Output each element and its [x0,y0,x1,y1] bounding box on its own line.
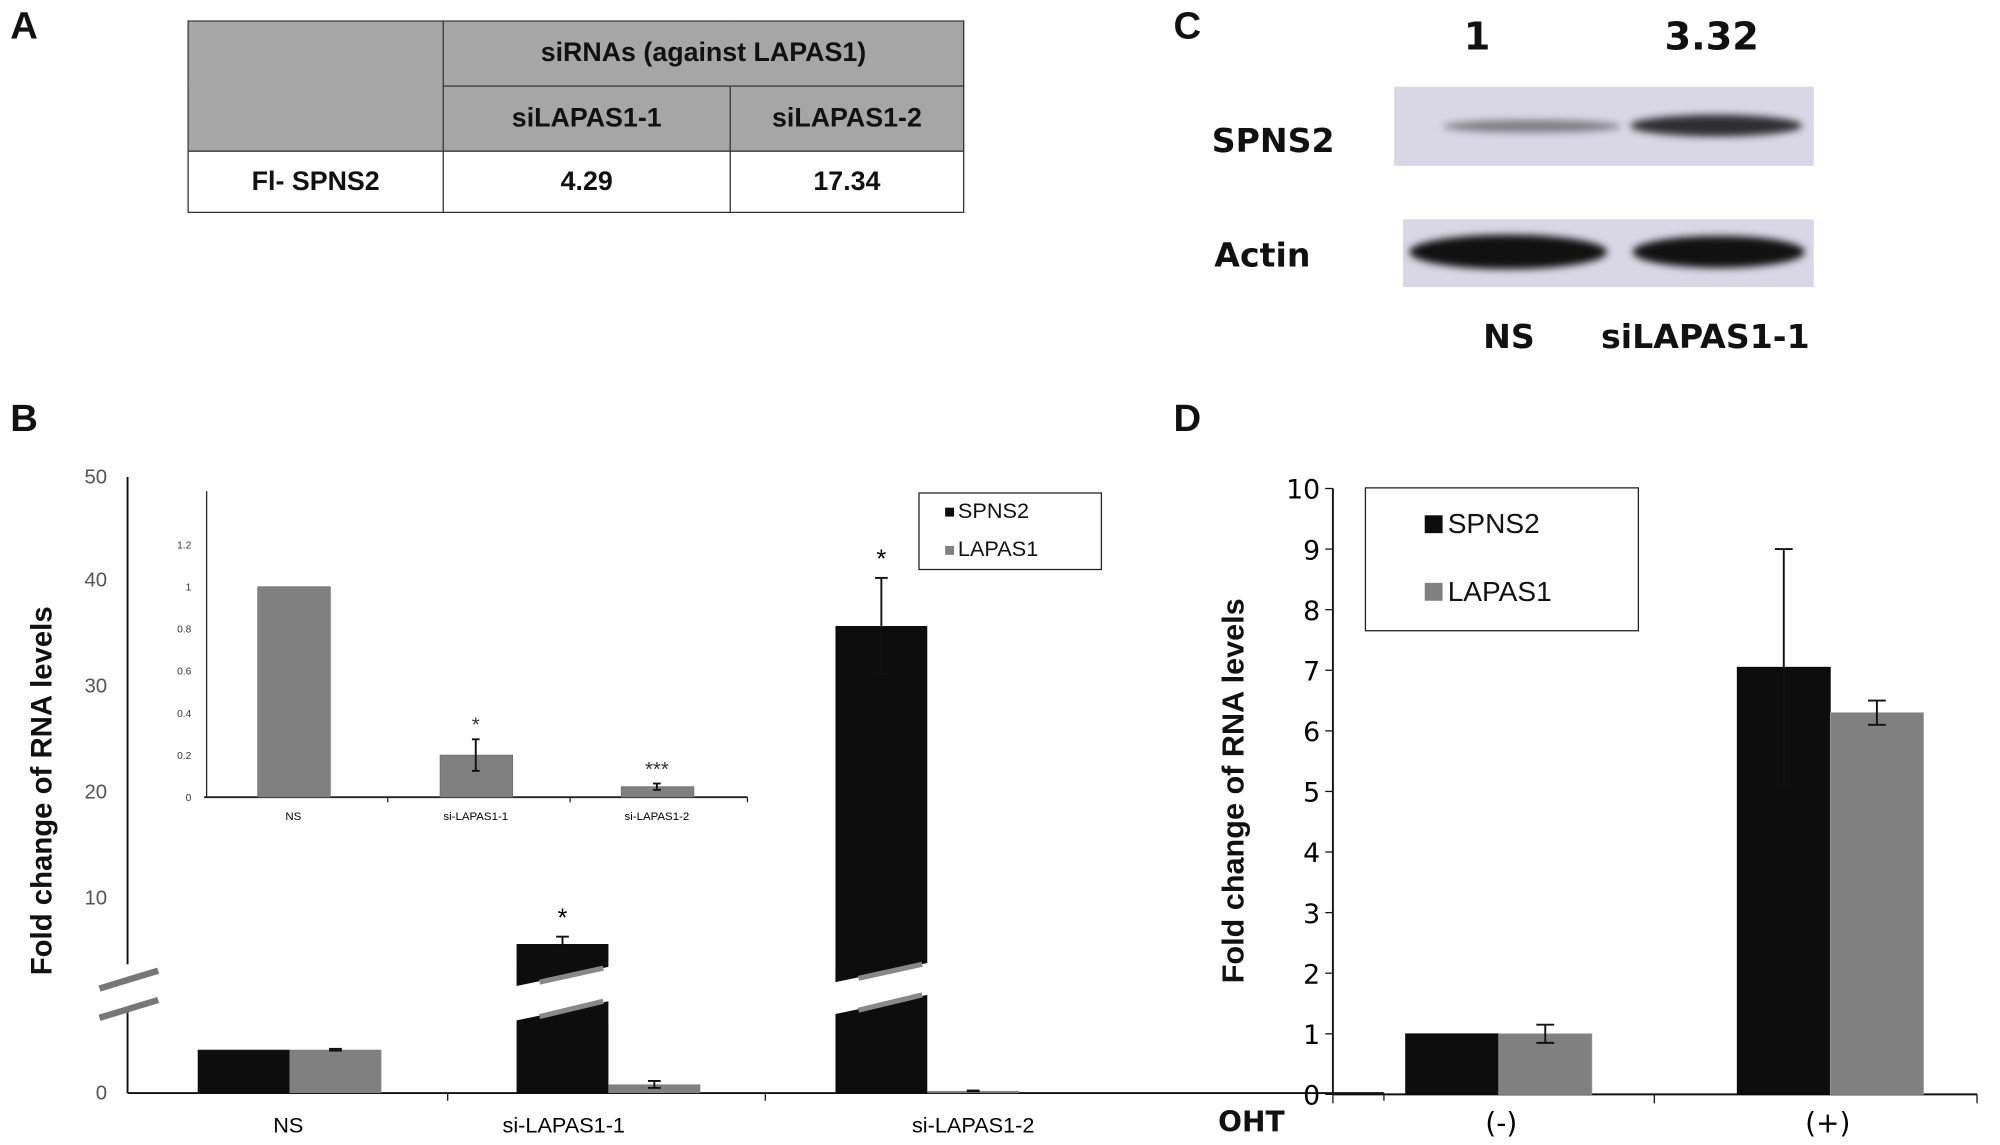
y-tick-label: 1 [1303,1020,1320,1051]
bar-spns2 [197,1049,290,1094]
legend-item-spns2: SPNS2 [1424,507,1540,541]
bar-spns2-upper [516,943,609,986]
table-group-header: siRNAs (against LAPAS1) [442,20,965,87]
y-tick-label: 20 [84,781,107,803]
legend-b: SPNS2 LAPAS1 [918,492,1103,571]
axis-break-mark [98,996,160,1021]
inset-x-tick-label: NS [285,811,301,823]
y-tick-label: 0 [96,1082,107,1104]
legend-swatch [1424,582,1443,601]
x-tick-label: (+) [1805,1107,1850,1140]
y-tick-label: 10 [1286,475,1320,506]
panel-label-d: D [1173,397,1202,441]
bar-spns2-lower [516,1001,609,1094]
panel-label-c: C [1173,5,1202,48]
legend-swatch [945,545,955,555]
x-axis-label: OHT [1218,1107,1285,1140]
blot-row-label: Actin [1214,237,1311,276]
y-tick-label: 50 [84,466,107,488]
y-tick-label: 10 [84,887,107,909]
bar-break-mark [857,961,923,981]
x-tick-label: si-LAPAS1-2 [912,1113,1034,1138]
y-tick-label: 5 [1303,778,1320,809]
lane-label: NS [1483,318,1535,358]
x-tick-label: si-LAPAS1-1 [503,1113,625,1138]
western-blot-spns2 [1394,86,1814,166]
bar-break-mark [857,992,923,1013]
inset-y-tick-label: 0.4 [177,709,191,720]
y-tick-label: 30 [84,676,107,698]
legend-d: SPNS2 LAPAS1 [1364,487,1640,632]
y-tick-label: 40 [84,570,107,592]
inset-y-tick-label: 1.2 [177,540,191,551]
lane-label: siLAPAS1-1 [1601,318,1810,358]
western-blot-actin [1403,219,1814,287]
table-col-header: siLAPAS1-1 [442,85,731,152]
bar-lapas1 [1829,712,1924,1095]
table-corner-cell [187,20,444,152]
inset-significance-marker: *** [645,759,669,781]
bar-break-mark [538,965,604,985]
bar-spns2-lower [835,994,928,1094]
inset-y-tick-label: 0.2 [177,751,191,762]
y-tick-label: 0 [1303,1081,1320,1112]
axis-break-gap [114,964,141,1008]
x-tick-label: NS [273,1113,303,1138]
y-tick-label: 2 [1303,959,1320,990]
legend-swatch [945,507,955,516]
blot-row-label: SPNS2 [1211,122,1335,161]
quant-value: 1 [1463,15,1491,60]
bar-lapas1 [1498,1033,1593,1095]
y-tick-label: 7 [1303,656,1320,687]
inset-x-tick-label: si-LAPAS1-2 [624,811,689,823]
y-tick-label: 8 [1303,596,1320,627]
fold-change-table: siRNAs (against LAPAS1) siLAPAS1-1 siLAP… [187,20,965,214]
inset-bar-lapas1 [257,586,331,798]
y-tick-label: 4 [1303,838,1320,869]
legend-item-spns2: SPNS2 [945,499,1029,525]
inset-y-tick-label: 0.6 [177,667,191,678]
inset-significance-marker: * [472,715,480,737]
legend-item-lapas1: LAPAS1 [1424,575,1552,608]
panel-label-b: B [10,397,38,441]
table-col-header: siLAPAS1-2 [729,85,965,152]
quant-value: 3.32 [1664,15,1759,60]
axis-break-mark [98,967,160,992]
y-tick-label: 3 [1303,899,1320,930]
bar-spns2 [1405,1033,1500,1095]
significance-marker: * [876,546,886,574]
y-tick-label: 6 [1303,717,1320,748]
legend-swatch [1424,515,1443,534]
inset-y-tick-label: 0 [186,793,192,804]
panel-label-a: A [10,5,38,48]
bar-break-mark [538,998,604,1020]
legend-label: SPNS2 [1447,507,1540,540]
legend-label: SPNS2 [957,498,1030,523]
bar-spns2-upper [835,626,928,983]
inset-y-tick-label: 1 [186,583,192,594]
table-cell: 17.34 [729,150,965,214]
table-cell: 4.29 [442,150,731,214]
legend-label: LAPAS1 [1447,575,1552,608]
legend-label: LAPAS1 [957,536,1039,562]
inset-x-tick-label: si-LAPAS1-1 [443,811,508,823]
y-tick-label: 9 [1303,535,1320,566]
x-tick-label: (-) [1485,1107,1517,1140]
table-row-label: Fl- SPNS2 [187,150,444,214]
significance-marker: * [558,904,568,932]
legend-item-lapas1: LAPAS1 [945,537,1038,563]
bar-lapas1 [289,1049,382,1094]
inset-y-tick-label: 0.8 [177,625,191,636]
